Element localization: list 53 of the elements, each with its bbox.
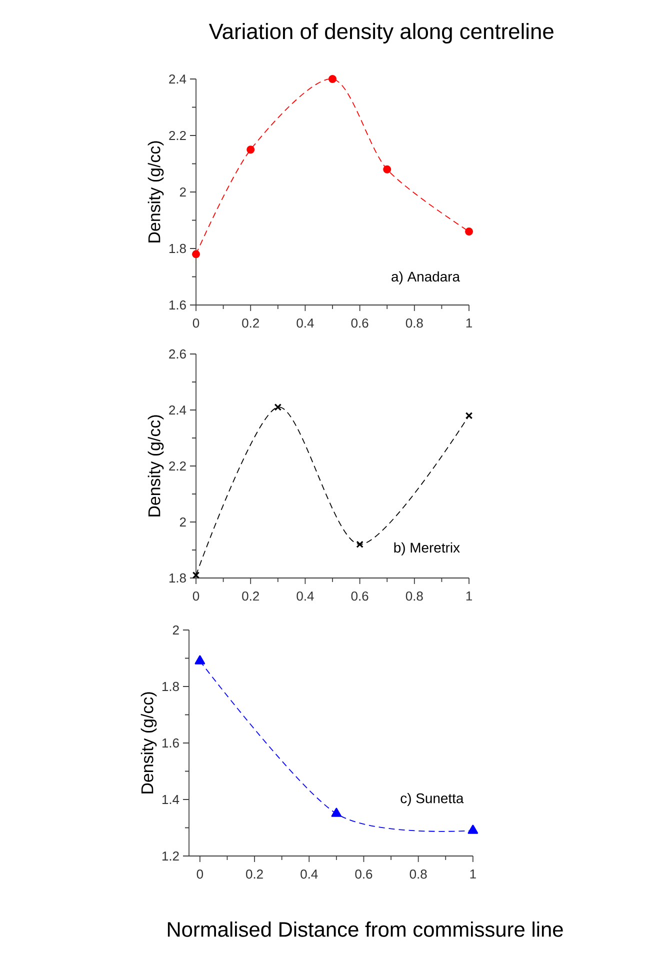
point [328, 74, 337, 83]
x-tick-label: 0.2 [242, 318, 259, 328]
point [383, 165, 392, 174]
point [192, 250, 200, 258]
y-axis-title: Density (g/cc) [148, 141, 164, 242]
x-tick-label: 0.2 [246, 870, 263, 879]
y-tick-label: 1.8 [169, 573, 186, 583]
y-tick-label: 1.8 [162, 682, 179, 692]
x-tick-label: 0 [192, 592, 200, 601]
y-tick-label: 2.6 [169, 349, 186, 359]
x-tick-label: 0 [192, 318, 200, 328]
point [194, 655, 206, 664]
point [465, 412, 473, 420]
point [468, 824, 478, 834]
x-tick-label: 0.6 [351, 318, 368, 328]
point [192, 572, 200, 579]
x-tick-label: 0.8 [410, 870, 427, 879]
y-tick-label: 2 [180, 187, 186, 197]
y-tick-label: 2.2 [169, 130, 186, 140]
annotation: c) Sunetta [400, 793, 464, 806]
y-tick-label: 2.2 [169, 461, 186, 471]
x-tick-label: 0.8 [406, 318, 423, 328]
y-tick-label: 2.4 [169, 74, 186, 84]
x-tick-label: 1 [466, 318, 472, 328]
y-tick-label: 2 [172, 625, 179, 635]
point [246, 146, 255, 154]
x-tick-label: 0 [196, 870, 204, 879]
x-tick-label: 0.2 [242, 592, 259, 601]
y-tick-label: 2.4 [169, 405, 186, 415]
x-tick-label: 0.8 [406, 592, 423, 601]
y-axis-title: Density (g/cc) [148, 415, 164, 516]
x-tick-label: 0.6 [351, 592, 368, 601]
x-axis-title: Normalised Distance from commissure line [168, 922, 563, 937]
x-tick-label: 1 [466, 592, 472, 600]
y-tick-label: 2 [180, 517, 186, 527]
y-tick-label: 1.4 [162, 795, 180, 804]
point [331, 808, 342, 817]
x-tick-label: 0.4 [296, 592, 314, 601]
annotation: b) Meretrix [394, 542, 460, 556]
point [274, 404, 282, 411]
chart-title: Variation of density along centreline [208, 23, 554, 44]
x-tick-label: 1 [470, 870, 476, 878]
x-tick-label: 0.6 [355, 870, 372, 879]
point [465, 228, 474, 236]
point [356, 540, 364, 548]
x-tick-label: 0.4 [300, 870, 318, 879]
y-tick-label: 1.6 [169, 300, 186, 310]
x-tick-label: 0.4 [296, 318, 314, 328]
y-axis-title: Density (g/cc) [140, 692, 157, 794]
y-tick-label: 1.6 [162, 738, 179, 748]
y-tick-label: 1.2 [162, 851, 179, 861]
annotation: a) Anadara [392, 271, 460, 284]
y-tick-label: 1.8 [169, 244, 186, 254]
